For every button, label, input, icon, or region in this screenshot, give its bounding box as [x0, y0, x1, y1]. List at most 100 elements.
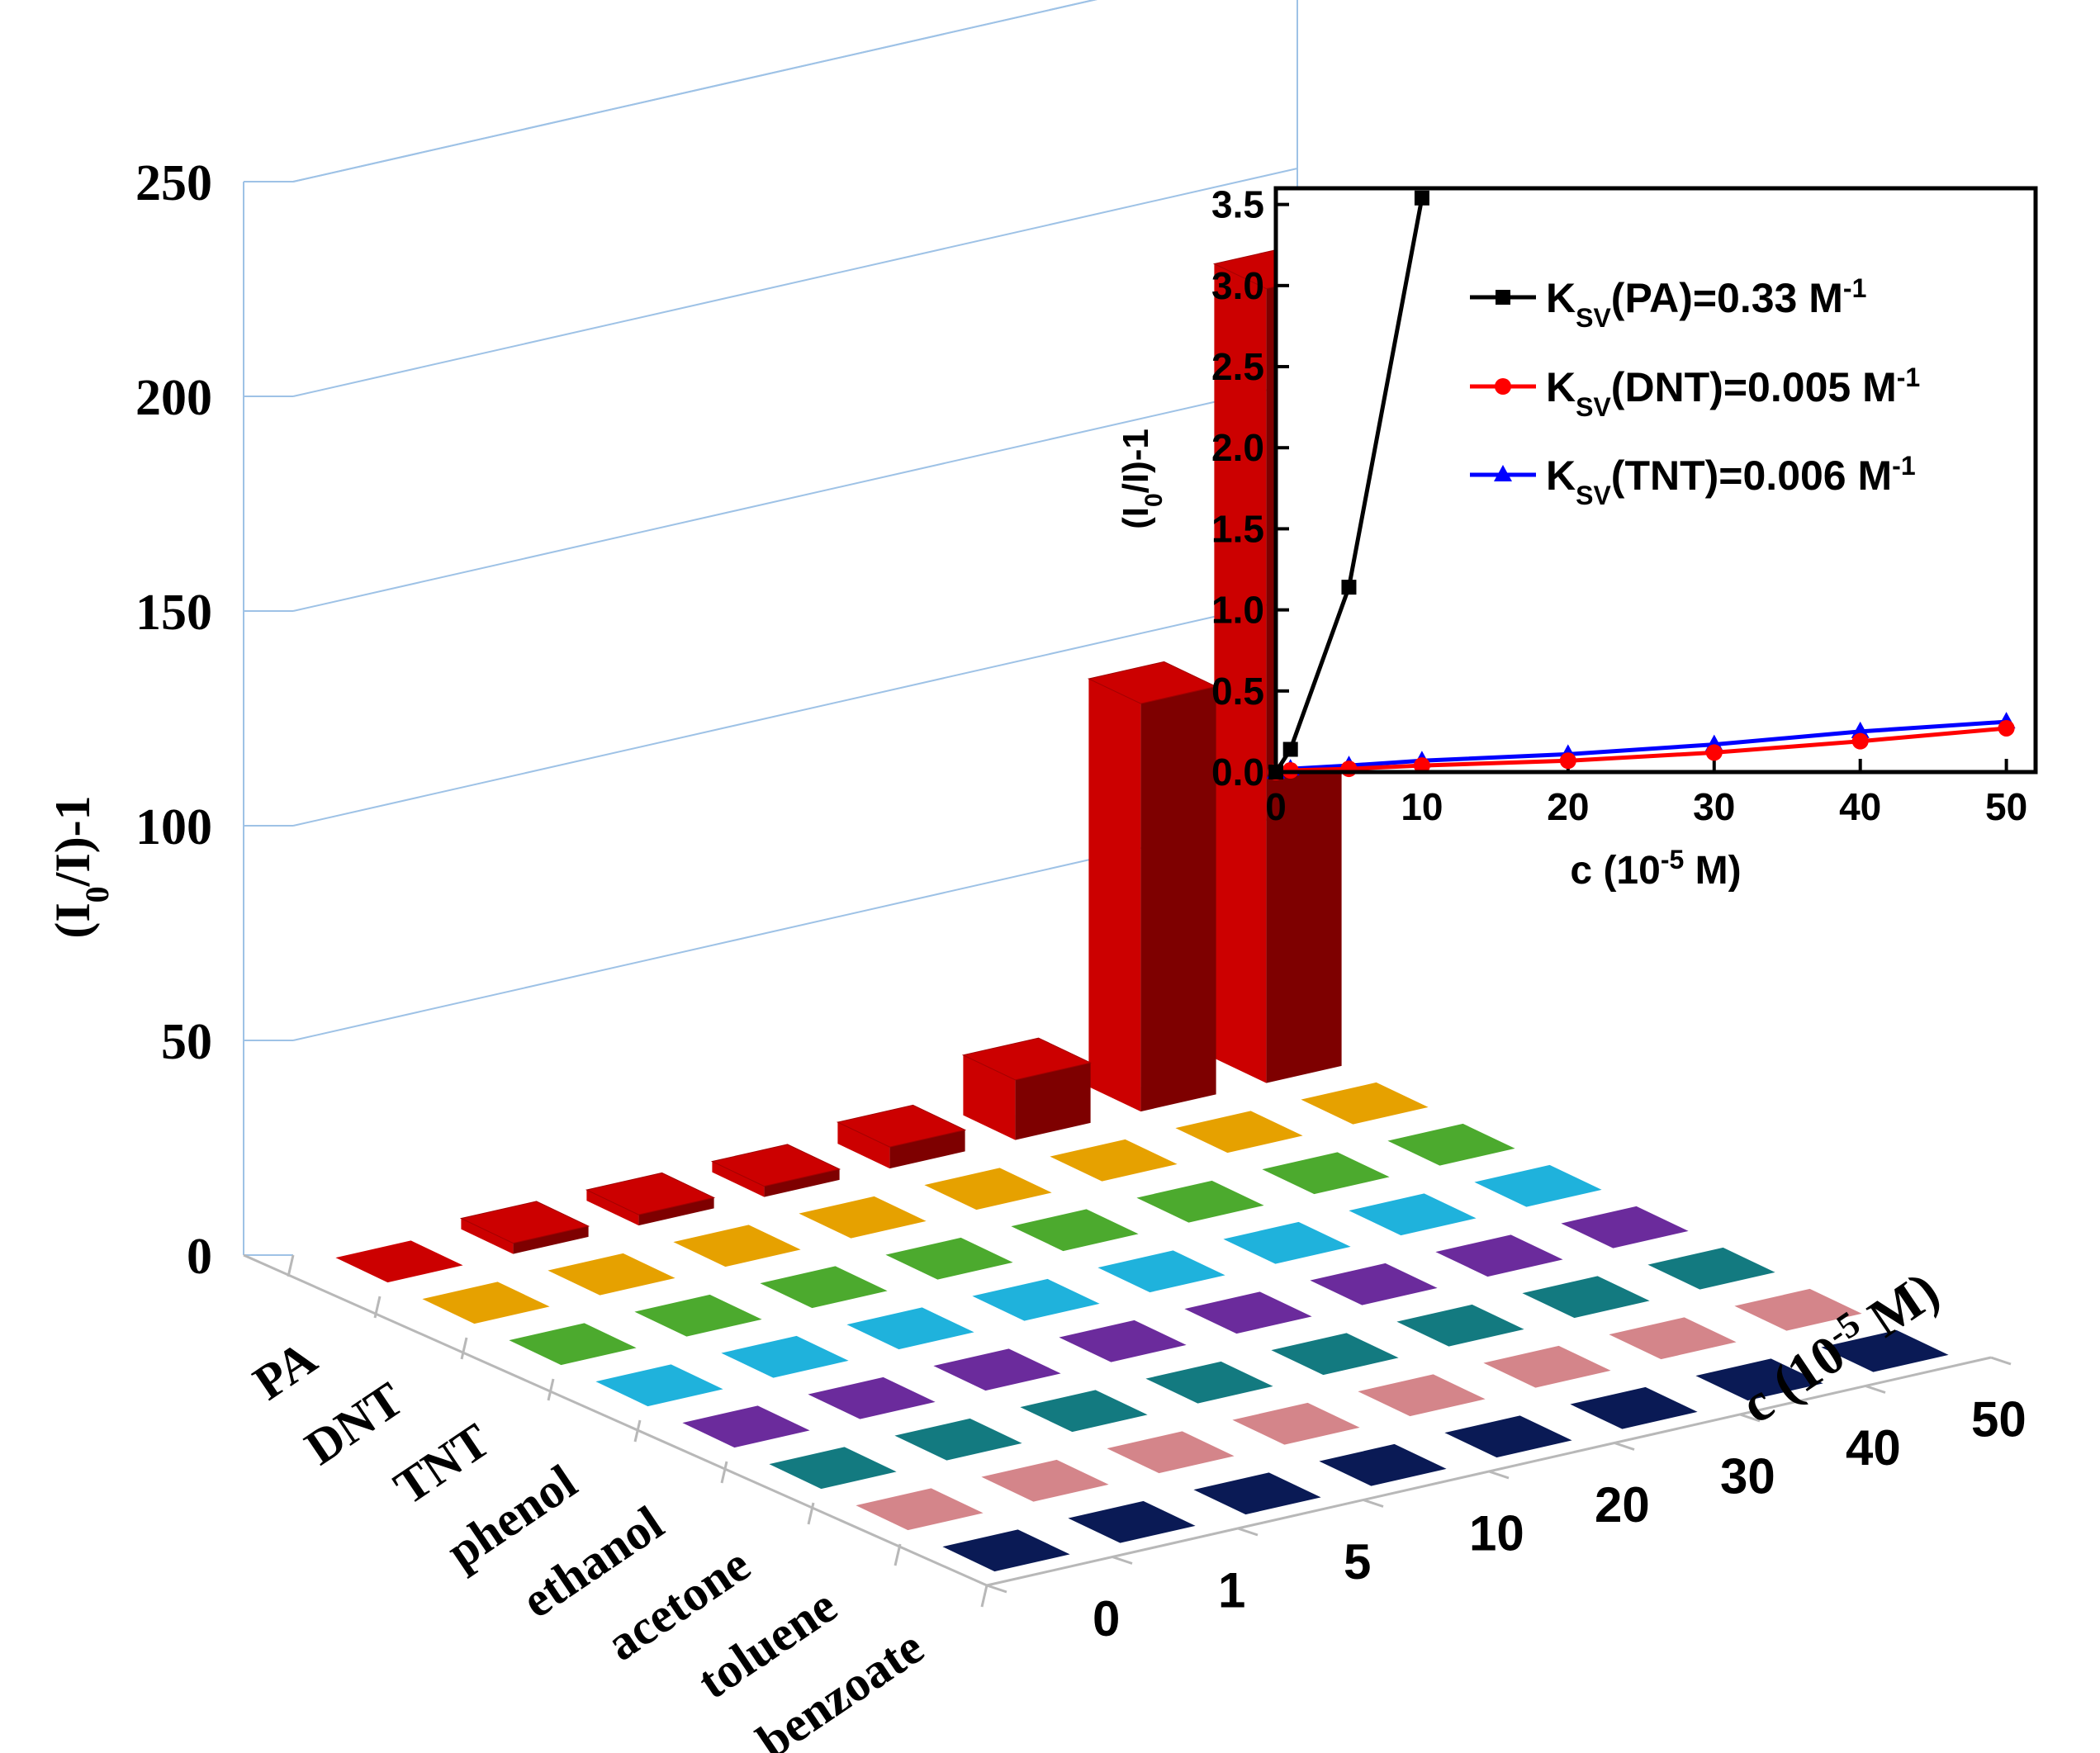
bar-front [586, 1190, 639, 1226]
concentration-label: 40 [1846, 1420, 1901, 1476]
z-axis-title: (I0/I)-1 [45, 795, 116, 938]
floor-tile [509, 1323, 637, 1366]
series-marker [1998, 719, 2015, 737]
floor-tile [1387, 1123, 1515, 1166]
floor-tile [924, 1168, 1052, 1211]
floor-tile [1609, 1317, 1737, 1360]
z-gridline [292, 0, 1097, 182]
floor-tile [422, 1282, 550, 1324]
inset-y-tick-label: 2.5 [1211, 345, 1264, 388]
floor-tile [1310, 1263, 1438, 1305]
inset-x-tick-label: 50 [1985, 785, 2027, 828]
floor-tile [1483, 1345, 1611, 1388]
bar-side [638, 1197, 714, 1226]
floor-tile [1136, 1180, 1264, 1223]
concentration-labels: 0 1 5 10 20 30 40 50 [1093, 1391, 2027, 1646]
bar-side [889, 1130, 965, 1169]
floor-tile [1647, 1247, 1775, 1290]
series-marker [1340, 760, 1358, 778]
category-tick [460, 1337, 468, 1360]
category-label: PA [244, 1330, 326, 1410]
floor-tile [1223, 1221, 1351, 1264]
series-marker [1559, 752, 1576, 770]
concentration-tick [1237, 1527, 1259, 1537]
inset-frame [1273, 186, 2038, 775]
category-axis-line [243, 1253, 988, 1587]
category-tick [287, 1254, 295, 1277]
category-tick [547, 1378, 555, 1401]
bar-front [1088, 679, 1141, 1112]
bar-top [459, 1201, 590, 1244]
floor-tile [1097, 1250, 1225, 1293]
concentration-label: 1 [1218, 1562, 1245, 1618]
floor-tile [1059, 1319, 1187, 1362]
inset-x-tick-label: 40 [1839, 785, 1881, 828]
bar-top [710, 1144, 841, 1187]
category-tick [373, 1296, 382, 1319]
top-edge-depth [292, 0, 1097, 182]
series-marker [1494, 465, 1512, 481]
floor-tile [1358, 1374, 1486, 1417]
floor-tile [1262, 1152, 1390, 1195]
series-marker [1851, 721, 1870, 738]
bar-top [585, 1172, 716, 1215]
concentration-tick [1488, 1470, 1510, 1480]
inset-y-tick-label: 3.5 [1211, 183, 1264, 226]
inset-y-tick-label: 0.5 [1211, 670, 1264, 713]
concentration-tick [1363, 1499, 1384, 1508]
inset-y-tick-label: 3.0 [1211, 264, 1264, 307]
category-label: DNT [296, 1372, 413, 1476]
concentration-label: 50 [1971, 1391, 2027, 1447]
floor-tile [673, 1225, 801, 1267]
bar-front [712, 1161, 765, 1197]
z-gridline [292, 168, 1298, 397]
bar-side [1015, 1063, 1091, 1140]
floor-tile [548, 1253, 676, 1296]
inset-ticks: 0.0 0.5 1.0 1.5 2.0 2.5 3.0 3.5 0 10 20 30 40 50 [1211, 183, 2027, 828]
z-gridline [292, 382, 1298, 612]
series-marker [1413, 757, 1430, 775]
bar-front [1214, 263, 1267, 1083]
floor-tile [769, 1447, 897, 1490]
bar-top [961, 1037, 1093, 1081]
z-gridline [292, 597, 1298, 827]
concentration-label: 5 [1344, 1534, 1371, 1590]
z-tick-label: 200 [135, 370, 212, 426]
inset-x-axis-title: c (10-5 M) [1570, 845, 1741, 893]
floor-tile [933, 1348, 1061, 1391]
floor-tile [1020, 1390, 1148, 1433]
inset-y-tick-label: 2.0 [1211, 426, 1264, 469]
series-marker [1851, 732, 1869, 750]
category-tick [720, 1461, 728, 1484]
floor-tile [1319, 1443, 1447, 1486]
bar-side [764, 1168, 840, 1197]
concentration-tick [1865, 1385, 1886, 1394]
inset-y-tick-label: 1.0 [1211, 589, 1264, 632]
concentration-tick [1112, 1556, 1133, 1565]
bar-top [1087, 661, 1218, 704]
floor-tile [808, 1376, 936, 1419]
inset-y-tick-label: 0.0 [1211, 751, 1264, 794]
inset-line-chart: 0.0 0.5 1.0 1.5 2.0 2.5 3.0 3.5 0 10 20 30 40 50 (I0/… [1116, 183, 2038, 893]
floor-tile [1435, 1234, 1563, 1277]
floor-tile [1474, 1164, 1602, 1207]
z-tick-label: 100 [135, 799, 212, 855]
floor-tile [1050, 1139, 1178, 1182]
concentration-tick [986, 1584, 1007, 1594]
bar-front [837, 1122, 890, 1169]
inset-x-tick-label: 0 [1265, 785, 1287, 828]
floor-tile [885, 1237, 1013, 1280]
inset-background [1276, 188, 2036, 772]
series-marker [1341, 580, 1357, 595]
floor-tile [335, 1240, 463, 1283]
floor-tile [1107, 1431, 1235, 1474]
floor-tile [1301, 1082, 1429, 1125]
series-marker [1496, 290, 1510, 305]
concentration-label: 0 [1093, 1591, 1120, 1646]
inset-x-tick-label: 10 [1401, 785, 1443, 828]
floor-tile [1232, 1402, 1360, 1445]
concentration-label: 10 [1469, 1505, 1524, 1561]
floor-tile [1522, 1276, 1650, 1319]
floor-tile [1570, 1386, 1698, 1429]
floor-tile [1734, 1288, 1862, 1331]
